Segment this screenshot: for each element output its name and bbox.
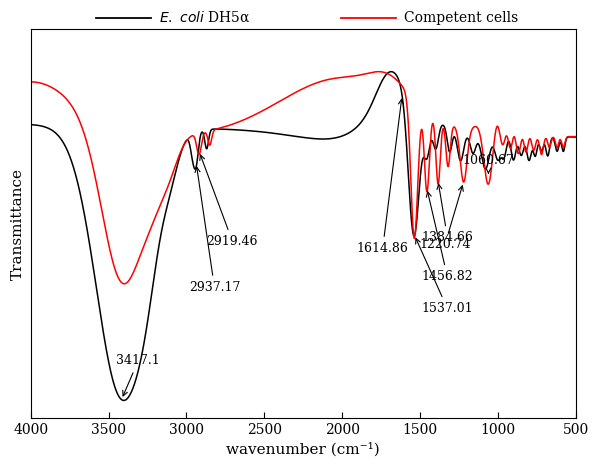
Text: $\it{E.\ coli}$ DH5α: $\it{E.\ coli}$ DH5α (159, 10, 251, 25)
Text: 3417.1: 3417.1 (116, 354, 160, 396)
Text: 1537.01: 1537.01 (416, 239, 473, 315)
Text: 1384.66: 1384.66 (422, 184, 473, 244)
Y-axis label: Transmittance: Transmittance (11, 168, 25, 280)
Text: 1060.67: 1060.67 (463, 154, 514, 173)
Text: 1614.86: 1614.86 (357, 99, 409, 255)
Text: Competent cells: Competent cells (404, 11, 518, 24)
Text: 2919.46: 2919.46 (200, 155, 258, 248)
Text: 1220.74: 1220.74 (419, 186, 470, 251)
X-axis label: wavenumber (cm⁻¹): wavenumber (cm⁻¹) (226, 443, 380, 457)
Text: 2937.17: 2937.17 (189, 167, 240, 294)
Text: 1456.82: 1456.82 (422, 192, 473, 283)
